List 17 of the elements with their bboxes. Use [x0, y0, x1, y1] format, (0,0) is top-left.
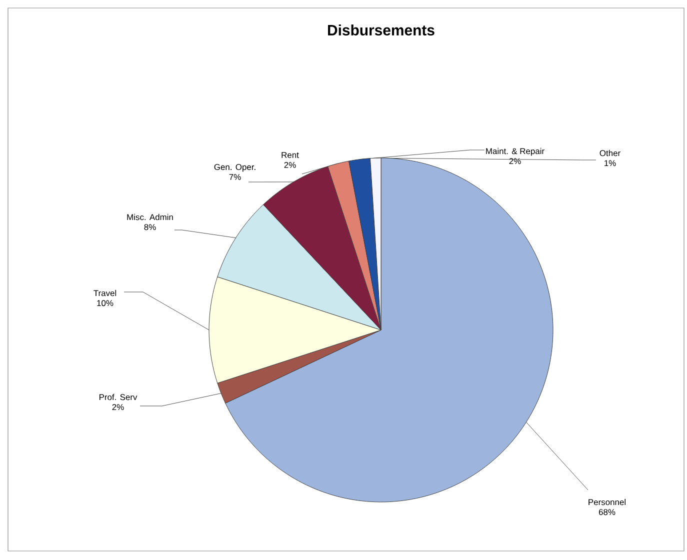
slice-label: Rent: [282, 152, 299, 158]
data-label: 1%: [604, 160, 616, 166]
chart-title: Disbursements: [328, 24, 434, 36]
data-label: 8%: [144, 224, 156, 230]
data-label: 68%: [598, 509, 616, 516]
slice-label: Personnel: [588, 498, 626, 506]
data-label: 2%: [284, 162, 296, 168]
slice-label: Maint. & Repair: [486, 148, 544, 156]
slice-label: Misc. Admin: [127, 214, 173, 220]
data-label: 2%: [509, 158, 521, 164]
data-label: 7%: [229, 174, 241, 180]
slice-label: Travel: [94, 290, 116, 296]
slice-label: Other: [600, 150, 620, 156]
data-label: 10%: [97, 300, 114, 306]
data-label: 2%: [112, 404, 124, 410]
slice-label: Gen. Oper.: [214, 164, 256, 172]
slice-label: Prof. Serv: [99, 394, 138, 400]
